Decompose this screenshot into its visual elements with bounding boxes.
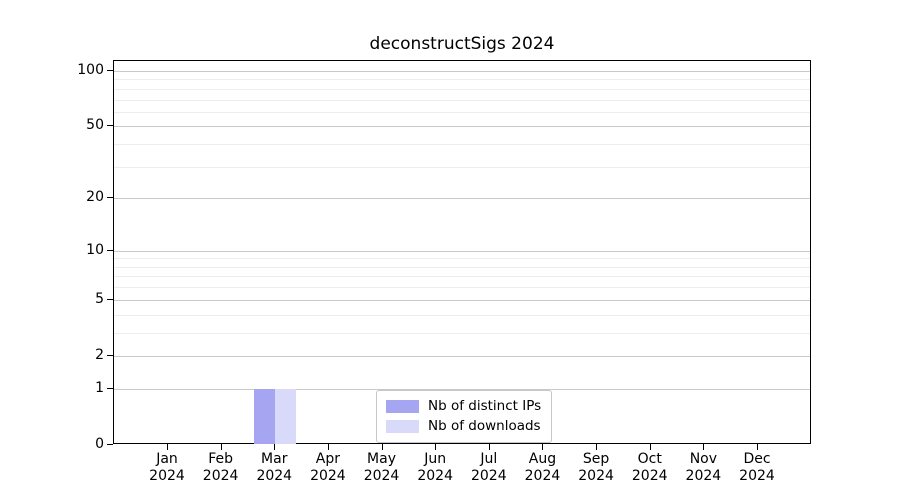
y-axis-tick <box>107 387 113 389</box>
x-tick-label: Sep 2024 <box>578 451 614 484</box>
legend-swatch-distinct-ips <box>386 399 419 413</box>
gridline-major <box>114 198 810 200</box>
gridline-minor <box>114 332 810 334</box>
y-tick-label: 1 <box>95 379 104 396</box>
legend-label-distinct-ips: Nb of distinct IPs <box>428 398 542 414</box>
x-tick-label: Jan 2024 <box>149 451 185 484</box>
y-tick-label: 5 <box>95 290 104 307</box>
gridline-minor <box>114 99 810 101</box>
y-axis-tick <box>107 197 113 199</box>
gridline-minor <box>114 314 810 316</box>
y-tick-label: 10 <box>86 241 104 258</box>
gridline-minor <box>114 144 810 146</box>
y-axis-tick <box>107 125 113 127</box>
y-axis-tick <box>107 444 113 445</box>
chart-title: deconstructSigs 2024 <box>369 34 555 54</box>
gridline-minor <box>114 111 810 113</box>
y-axis-tick <box>107 249 113 251</box>
x-axis-tick <box>596 444 598 450</box>
gridline-major <box>114 250 810 252</box>
y-tick-label: 20 <box>86 189 104 206</box>
x-tick-label: Oct 2024 <box>631 451 668 484</box>
x-tick-label: Jun 2024 <box>417 451 453 484</box>
legend-item-distinct-ips: Nb of distinct IPs <box>386 396 541 416</box>
y-tick-label: 100 <box>77 62 104 78</box>
gridline-major <box>114 299 810 301</box>
x-axis-tick <box>274 444 276 450</box>
legend-label-downloads: Nb of downloads <box>428 418 541 434</box>
gridline-minor <box>114 258 810 260</box>
y-tick-label: 50 <box>86 117 104 134</box>
legend-swatch-downloads <box>386 419 419 433</box>
x-tick-label: Apr 2024 <box>310 451 346 484</box>
legend: Nb of distinct IPs Nb of downloads <box>376 390 553 443</box>
gridline-minor <box>114 276 810 278</box>
y-axis-tick <box>107 70 113 71</box>
x-tick-label: Mar 2024 <box>256 451 293 484</box>
gridline-minor <box>114 287 810 289</box>
x-tick-label: Aug 2024 <box>524 451 561 484</box>
legend-item-downloads: Nb of downloads <box>386 416 541 436</box>
y-axis-tick <box>107 298 113 300</box>
gridline-minor <box>114 88 810 90</box>
gridline-major <box>114 126 810 128</box>
gridline-major <box>114 355 810 357</box>
bar-nb-of-downloads <box>275 388 297 444</box>
x-tick-label: Feb 2024 <box>202 451 239 484</box>
gridline-minor <box>114 266 810 268</box>
x-axis-tick <box>542 444 544 450</box>
gridline-major <box>114 71 810 72</box>
y-axis-tick <box>107 354 113 356</box>
x-axis-tick <box>327 444 329 450</box>
x-tick-label: May 2024 <box>363 451 400 484</box>
x-tick-label: Jul 2024 <box>470 451 507 484</box>
gridline-major <box>114 388 810 390</box>
y-tick-label: 0 <box>95 436 104 452</box>
bar-nb-of-distinct-ips <box>254 388 276 444</box>
x-axis-tick <box>167 444 168 450</box>
gridline-minor <box>114 166 810 168</box>
x-axis-tick <box>649 444 651 450</box>
x-axis-tick <box>757 444 758 450</box>
x-axis-tick <box>220 444 222 450</box>
x-axis-tick <box>435 444 437 450</box>
x-axis-tick <box>381 444 383 450</box>
x-axis-tick <box>488 444 490 450</box>
x-axis-tick <box>703 444 705 450</box>
gridline-minor <box>114 79 810 81</box>
plot-area <box>113 60 811 444</box>
x-tick-label: Nov 2024 <box>685 451 722 484</box>
y-tick-label: 2 <box>95 346 104 363</box>
x-tick-label: Dec 2024 <box>739 451 775 484</box>
